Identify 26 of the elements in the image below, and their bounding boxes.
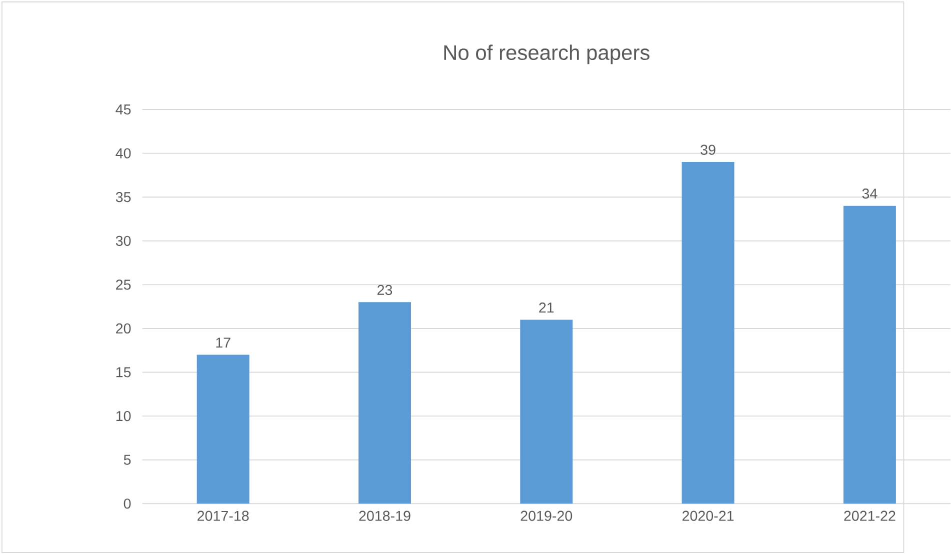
y-tick-label: 35 bbox=[116, 192, 131, 202]
x-tick-label: 2019-20 bbox=[520, 510, 572, 521]
y-tick-label: 45 bbox=[116, 104, 131, 114]
y-tick-label: 5 bbox=[124, 454, 131, 465]
data-label: 39 bbox=[700, 144, 716, 155]
x-tick-label: 2017-18 bbox=[198, 510, 249, 521]
x-tick-label: 2018-19 bbox=[359, 510, 410, 521]
y-tick-label: 40 bbox=[116, 148, 131, 158]
x-tick-label: 2021-22 bbox=[844, 510, 896, 521]
data-label: 34 bbox=[862, 188, 878, 198]
chart-title: No of research papers bbox=[444, 44, 650, 64]
y-tick-label: 0 bbox=[124, 498, 131, 508]
y-tick-label: 10 bbox=[116, 410, 131, 421]
bar bbox=[682, 162, 734, 504]
data-label: 23 bbox=[377, 284, 392, 295]
y-tick-label: 15 bbox=[116, 367, 131, 378]
bar bbox=[520, 320, 573, 504]
data-label: 21 bbox=[539, 302, 554, 312]
y-tick-label: 30 bbox=[116, 236, 131, 246]
y-tick-label: 25 bbox=[116, 279, 131, 290]
x-tick-label: 2020-21 bbox=[682, 510, 734, 521]
bar bbox=[196, 354, 250, 504]
data-label: 17 bbox=[216, 338, 230, 348]
bar bbox=[843, 206, 896, 504]
y-tick-label: 20 bbox=[116, 323, 131, 334]
bar bbox=[358, 302, 411, 504]
